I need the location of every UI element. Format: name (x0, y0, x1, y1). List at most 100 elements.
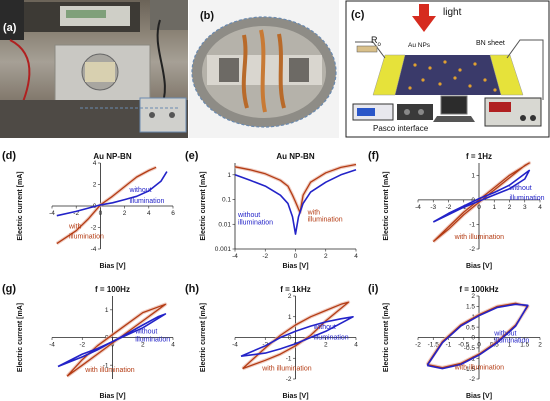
y-tick-label: 0 (471, 335, 475, 342)
contact-closeup-photo (189, 0, 339, 138)
series-with-illumination (234, 163, 357, 214)
annotation-without: without (509, 185, 532, 192)
au-nps-label: Au NPs (408, 42, 431, 49)
x-tick-label: 3 (523, 204, 527, 211)
panel-label-i: (i) (368, 283, 379, 295)
y-tick-label: 1.5 (466, 304, 475, 311)
series-without-illumination (57, 313, 167, 368)
y-tick-label: 2 (471, 293, 475, 300)
series-without-illumination (432, 169, 531, 223)
resistor-symbol: R (371, 35, 378, 45)
y-tick-label: -4 (91, 246, 97, 253)
x-tick-label: 4 (354, 253, 358, 260)
x-axis-label: Bias [V] (466, 393, 492, 400)
left-electrode (372, 54, 406, 96)
y-axis-label: Electric current [mA] (17, 171, 24, 240)
chart-title: f = 100Hz (95, 285, 130, 294)
panel-label-d: (d) (2, 150, 16, 162)
chart-e: (e) Au NP-BN -4 -2 0 2 4 0.001 0.01 0.1 1 Bias [V] E… (185, 150, 358, 270)
schematic-diagram (345, 0, 550, 138)
annotation-without: without (313, 324, 336, 331)
light-label: light (443, 7, 462, 18)
x-axis-label: Bias [V] (466, 263, 492, 270)
setup-photo (0, 0, 188, 138)
x-tick-label: 1 (508, 342, 512, 349)
x-tick-label: 2 (538, 342, 542, 349)
resistor-subscript: o (377, 41, 381, 48)
series-with-illumination (242, 301, 350, 370)
series-with-illumination (432, 162, 530, 243)
y-tick-label: 4 (93, 160, 97, 167)
with-illumination-halo (234, 162, 357, 215)
annotation-without: illumination (314, 335, 349, 342)
series-without-illumination (240, 315, 354, 357)
x-tick-label: 0 (477, 342, 481, 349)
series-without-illumination (234, 169, 357, 235)
x-tick-label: 2 (324, 342, 328, 349)
x-tick-label: 2 (123, 210, 127, 217)
y-tick-label: -1 (286, 355, 292, 362)
annotation-without: illumination (135, 337, 170, 344)
x-tick-label: -2 (415, 342, 421, 349)
y-tick-label: -1 (103, 362, 109, 369)
y-tick-label: -1 (469, 222, 475, 229)
x-tick-label: 0 (477, 204, 481, 211)
resistor-label: Ro (371, 35, 381, 48)
x-tick-label: -1.5 (428, 342, 440, 349)
series-without-illumination (56, 171, 168, 217)
annotation-without: illumination (129, 198, 164, 205)
panel-label-a: (a) (3, 22, 17, 34)
annotation-with: illumination (69, 233, 104, 240)
right-electrode (489, 54, 524, 96)
x-tick-label: -3 (430, 204, 436, 211)
panel-label-f: (f) (368, 150, 379, 162)
x-tick-label: -2 (446, 204, 452, 211)
x-tick-label: -4 (232, 342, 238, 349)
annotation-with: with illumination (454, 234, 505, 241)
panel-label-g: (g) (2, 283, 16, 295)
y-tick-label: 1 (105, 307, 109, 314)
annotation-with: with (307, 209, 321, 216)
y-tick-label: 0.01 (218, 221, 231, 228)
x-axis-label: Bias [V] (99, 263, 125, 270)
bn-sheet-label: BN sheet (476, 40, 505, 47)
annotation-without: illumination (238, 219, 273, 226)
y-tick-label: -2 (469, 246, 475, 253)
x-tick-label: 4 (147, 210, 151, 217)
x-tick-label: -4 (49, 210, 55, 217)
y-tick-label: 1 (227, 172, 231, 179)
y-axis-label: Electric current [mA] (383, 303, 390, 372)
chart-title: Au NP-BN (93, 152, 131, 161)
y-tick-label: 2 (288, 293, 292, 300)
x-tick-label: 2 (324, 253, 328, 260)
x-tick-label: 1.5 (520, 342, 529, 349)
chart-title: Au NP-BN (276, 152, 314, 161)
y-axis-label: Electric current [mA] (200, 303, 207, 372)
pasco-label: Pasco interface (373, 124, 429, 133)
x-tick-label: 4 (171, 342, 175, 349)
x-tick-label: 0 (99, 210, 103, 217)
annotation-with: with (68, 224, 82, 231)
annotation-with: with illumination (261, 366, 312, 373)
x-tick-label: -4 (49, 342, 55, 349)
y-axis-label: Electric current [mA] (383, 171, 390, 240)
annotation-with: with illumination (454, 365, 505, 372)
annotation-without: without (493, 330, 516, 337)
y-tick-label: 0.5 (466, 324, 475, 331)
chart-title: f = 1kHz (280, 285, 310, 294)
panel-label-e: (e) (185, 150, 199, 162)
contact-closeup-drawing (191, 16, 337, 128)
y-axis-label: Electric current [mA] (200, 171, 207, 240)
x-tick-label: 6 (171, 210, 175, 217)
x-tick-label: 0 (294, 253, 298, 260)
annotation-without: without (134, 328, 157, 335)
x-tick-label: 2 (508, 204, 512, 211)
with-illumination-halo (55, 165, 157, 246)
x-tick-label: -1 (446, 342, 452, 349)
y-tick-label: -2 (91, 225, 97, 232)
x-axis-label: Bias [V] (99, 393, 125, 400)
x-tick-label: -0.5 (458, 342, 470, 349)
y-tick-label: 0 (288, 335, 292, 342)
x-tick-label: 4 (538, 204, 542, 211)
